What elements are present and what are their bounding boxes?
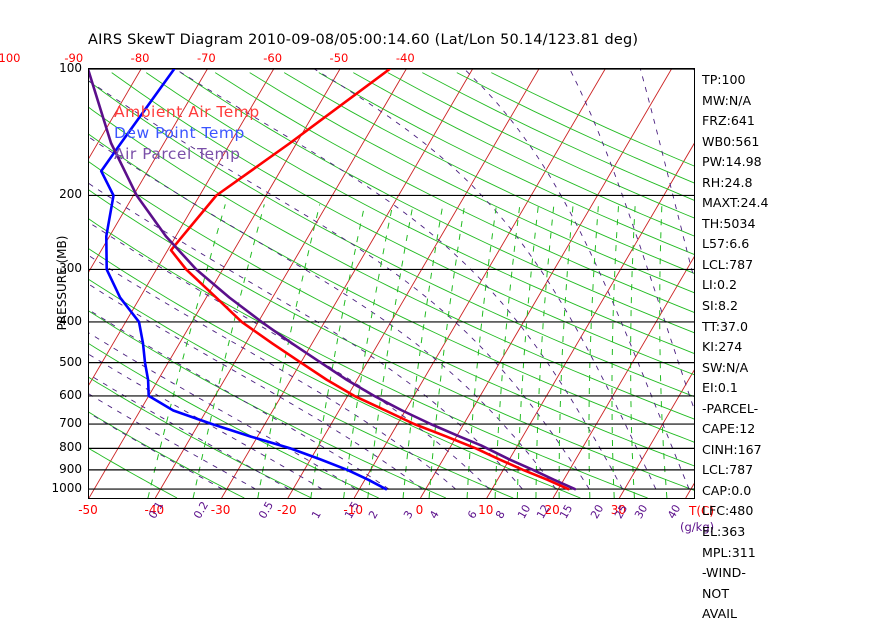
index-row: RH:24.8 [702, 174, 753, 190]
bottom-mixing-ratio-tick: 4 [427, 508, 442, 521]
bottom-temperature-tick: -20 [277, 503, 297, 517]
pressure-axis-tick: 900 [59, 461, 82, 476]
pressure-axis-tick: 600 [59, 387, 82, 402]
bottom-mixing-ratio-tick: 15 [557, 502, 576, 521]
bottom-mixing-ratio-tick: 2 [365, 508, 381, 521]
bottom-temperature-tick: -40 [144, 503, 165, 517]
index-row: MPL:311 [702, 544, 756, 560]
index-row: LI:0.2 [702, 277, 738, 293]
bottom-temperature-tick: -10 [343, 503, 363, 517]
bottom-mixing-ratio-tick: 8 [493, 508, 508, 521]
stability-indices-panel: TP:100 MW:N/A FRZ:641 WB0:561 PW:14.98 RH:24.… [702, 70, 822, 625]
top-axis-tick: -80 [130, 51, 150, 65]
top-axis-tick: -40 [395, 51, 415, 65]
legend-dew-point-temp: Dew Point Temp [114, 124, 245, 142]
pressure-axis-tick: 300 [59, 261, 82, 276]
bottom-temperature-tick: -30 [210, 503, 231, 517]
bottom-mixing-ratio-tick: 6 [465, 508, 480, 521]
index-row: LFC:480 [702, 503, 754, 519]
index-row: EI:0.1 [702, 380, 738, 396]
index-row: NOT [702, 585, 730, 601]
top-axis-tick: -100 [0, 51, 21, 65]
pressure-axis-tick: 100 [59, 61, 82, 75]
bottom-mixing-ratio-tick: 0.2 [191, 499, 212, 521]
index-row: CINH:167 [702, 441, 762, 457]
legend-ambient-air-temp: Ambient Air Temp [114, 103, 260, 121]
bottom-temperature-tick: 10 [478, 503, 494, 517]
index-row: TT:37.0 [702, 318, 749, 334]
top-axis-tick: -60 [263, 51, 283, 65]
index-row: TH:5034 [702, 215, 756, 231]
bottom-mixing-ratio-tick: 20 [587, 502, 607, 521]
index-row: MAXT:24.4 [702, 195, 769, 211]
index-row: CAPE:12 [702, 421, 756, 437]
top-axis-tick: -50 [329, 51, 349, 65]
skewt-plot-area: Ambient Air Temp Dew Point Temp Air Parc… [88, 68, 695, 499]
pressure-axis-tick: 1000 [51, 481, 82, 496]
pressure-axis-tick: 400 [59, 313, 82, 328]
y-axis-title: PRESSURE (MB) [55, 235, 69, 331]
index-row: SI:8.2 [702, 298, 738, 314]
index-row: LCL:787 [702, 462, 754, 478]
bottom-temperature-tick: 30 [610, 503, 627, 517]
index-row: -PARCEL- [702, 400, 759, 416]
bottom-mixing-ratio-tick: 1 [308, 508, 324, 521]
bottom-mixing-ratio-tick: 0.5 [255, 499, 276, 521]
bottom-mixing-ratio-tick: 3 [401, 508, 416, 521]
mixing-ratio-unit-label: (g/kg) [680, 520, 715, 534]
index-row: FRZ:641 [702, 113, 755, 129]
index-row: PW:14.98 [702, 154, 762, 170]
page-title: AIRS SkewT Diagram 2010-09-08/05:00:14.6… [88, 32, 639, 48]
index-row: KI:274 [702, 339, 743, 355]
skewt-plot-svg [89, 69, 694, 498]
legend-air-parcel-temp: Air Parcel Temp [114, 145, 241, 163]
bottom-temperature-tick: -50 [78, 503, 98, 517]
pressure-axis-tick: 500 [59, 354, 82, 369]
pressure-axis-tick: 700 [59, 416, 82, 431]
pressure-axis-tick: 200 [59, 187, 82, 202]
temperature-unit-label: T(C) [689, 504, 715, 518]
pressure-axis-tick: 800 [59, 440, 82, 455]
index-row: EL:363 [702, 524, 746, 540]
index-row: CAP:0.0 [702, 482, 752, 498]
index-row: TP:100 [702, 72, 746, 87]
bottom-temperature-tick: 20 [544, 503, 560, 517]
bottom-mixing-ratio-tick: 30 [632, 502, 651, 521]
top-axis-tick: -70 [196, 51, 216, 65]
index-row: LCL:787 [702, 256, 754, 272]
top-axis-tick: -90 [64, 51, 84, 65]
index-row: L57:6.6 [702, 236, 750, 252]
index-row: AVAIL [702, 606, 737, 622]
bottom-temperature-tick: 0 [415, 503, 424, 517]
skewt-diagram-page: AIRS SkewT Diagram 2010-09-08/05:00:14.6… [0, 32, 768, 621]
bottom-mixing-ratio-tick: 10 [515, 502, 534, 521]
index-row: MW:N/A [702, 92, 752, 108]
bottom-mixing-ratio-tick: 40 [665, 502, 684, 521]
index-row: -WIND- [702, 565, 746, 581]
index-row: WB0:561 [702, 133, 760, 149]
index-row: SW:N/A [702, 359, 749, 375]
